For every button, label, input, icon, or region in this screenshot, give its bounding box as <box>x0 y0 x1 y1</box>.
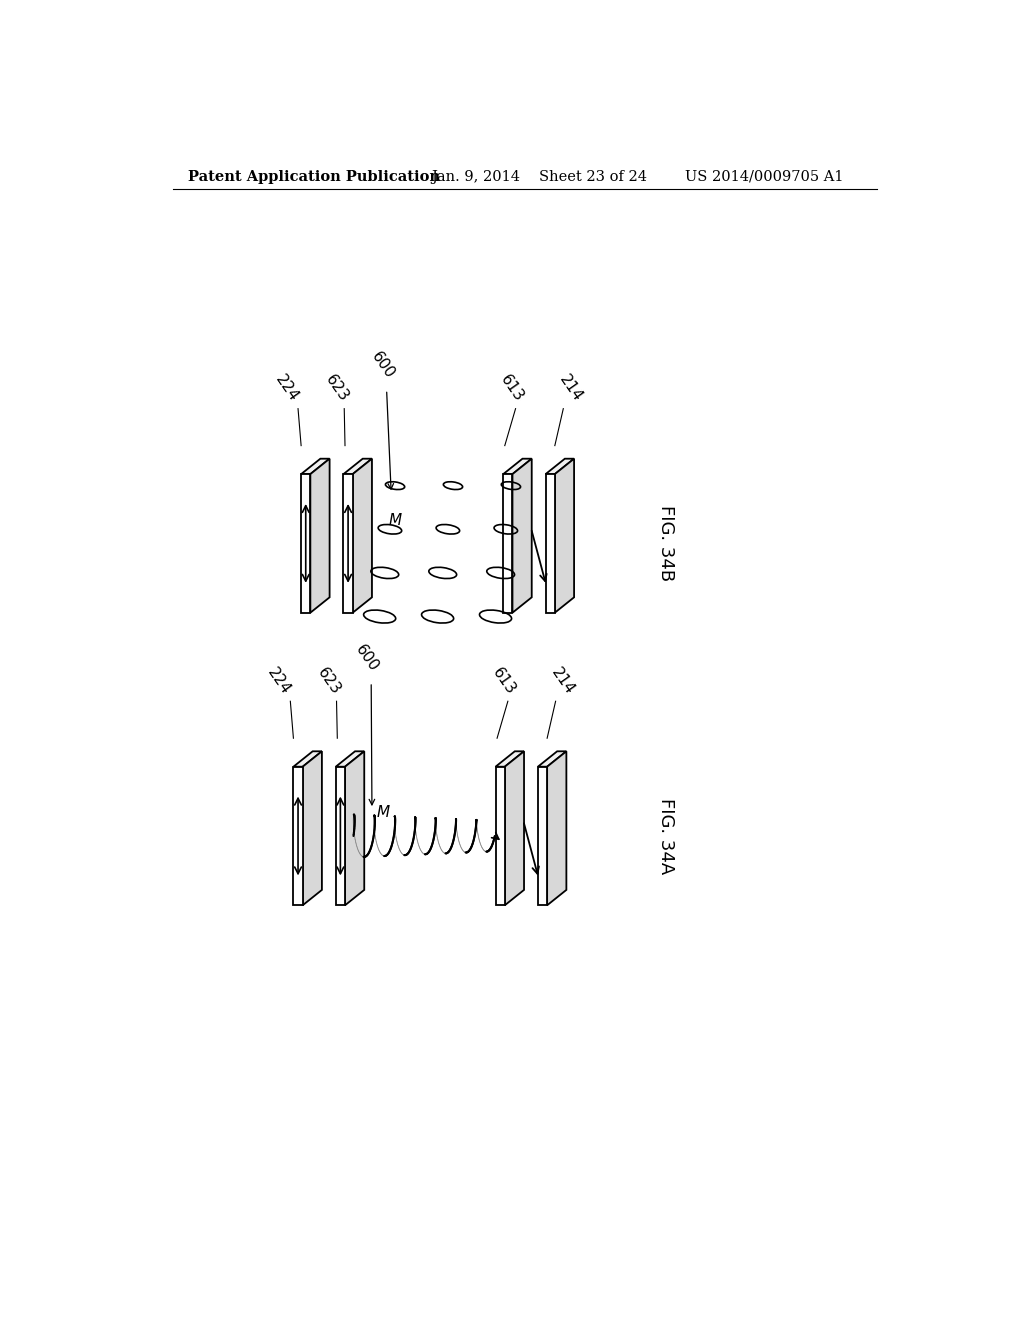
Text: US 2014/0009705 A1: US 2014/0009705 A1 <box>685 170 844 183</box>
Text: Jan. 9, 2014: Jan. 9, 2014 <box>431 170 520 183</box>
Text: FIG. 34B: FIG. 34B <box>656 506 675 582</box>
Text: 224: 224 <box>264 665 293 697</box>
Polygon shape <box>343 474 352 612</box>
Text: 623: 623 <box>314 665 343 697</box>
Text: FIG. 34A: FIG. 34A <box>656 797 675 874</box>
Polygon shape <box>301 459 330 474</box>
Text: 214: 214 <box>557 372 586 405</box>
Text: Sheet 23 of 24: Sheet 23 of 24 <box>539 170 647 183</box>
Polygon shape <box>503 459 531 474</box>
Text: 613: 613 <box>489 665 518 697</box>
Polygon shape <box>294 751 322 767</box>
Text: M: M <box>377 805 390 821</box>
Polygon shape <box>538 751 566 767</box>
Text: 224: 224 <box>272 372 301 405</box>
Text: 214: 214 <box>549 665 578 697</box>
Polygon shape <box>555 459 574 612</box>
Polygon shape <box>546 459 574 474</box>
Polygon shape <box>546 474 555 612</box>
Polygon shape <box>512 459 531 612</box>
Polygon shape <box>345 751 365 906</box>
Text: 613: 613 <box>498 372 526 405</box>
Text: M: M <box>388 512 401 528</box>
Polygon shape <box>496 767 505 906</box>
Polygon shape <box>294 767 303 906</box>
Polygon shape <box>496 751 524 767</box>
Text: 600: 600 <box>369 350 397 381</box>
Polygon shape <box>352 459 372 612</box>
Polygon shape <box>503 474 512 612</box>
Polygon shape <box>310 459 330 612</box>
Polygon shape <box>336 751 365 767</box>
Polygon shape <box>343 459 372 474</box>
Polygon shape <box>336 767 345 906</box>
Polygon shape <box>303 751 322 906</box>
Polygon shape <box>301 474 310 612</box>
Text: 623: 623 <box>322 372 351 405</box>
Polygon shape <box>547 751 566 906</box>
Polygon shape <box>505 751 524 906</box>
Text: Patent Application Publication: Patent Application Publication <box>188 170 440 183</box>
Polygon shape <box>538 767 547 906</box>
Text: 600: 600 <box>353 642 382 675</box>
